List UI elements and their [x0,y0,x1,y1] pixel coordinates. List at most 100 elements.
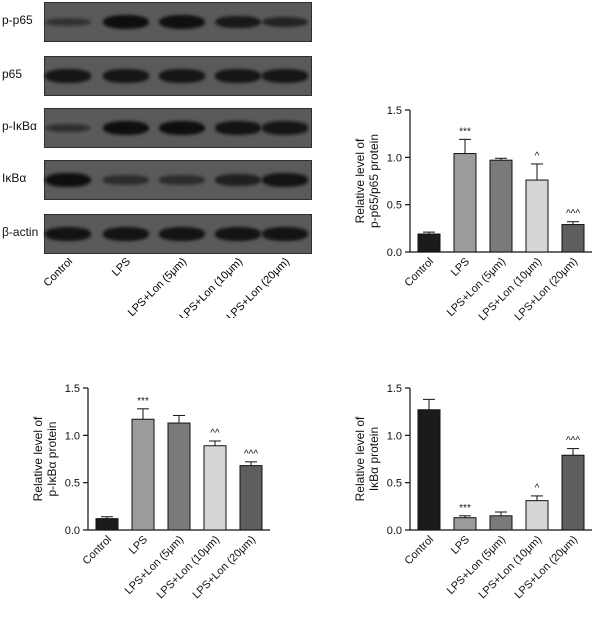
significance-label: ^^ [210,428,220,439]
blot-band [262,16,308,28]
blot-band [262,173,308,187]
significance-label: ^ [535,151,540,162]
blot-band [215,15,261,29]
bar [489,159,513,253]
significance-label: ^^^ [566,436,580,447]
y-axis-label: IκBα protein [367,427,381,491]
blot-band [103,175,149,185]
bar [525,500,549,531]
blot-strip [44,108,312,148]
y-tick-label: 0.5 [65,478,80,490]
blot-band [103,120,149,136]
y-tick-label: 0.0 [65,525,80,537]
blot-band [103,227,149,241]
bar [489,515,513,531]
x-tick-label: Control [403,256,437,290]
y-axis-label: p-p65/p65 protein [367,134,381,228]
x-tick-label: LPS+Lon (10μm) [476,256,544,324]
western-blot-panel: p-p65 p65 p-IκBα IκBα β-actin Control LPS LPS+… [0,0,320,318]
blot-row: p-IκBα [0,106,320,150]
blot-band [262,69,308,83]
y-axis-label: Relative level of [353,138,367,223]
significance-label: *** [137,396,149,407]
significance-label: ^^^ [244,449,258,460]
y-tick-label: 0.5 [387,478,402,490]
blot-row-label: p-p65 [2,13,33,27]
blot-band [103,69,149,83]
y-tick-label: 0.0 [387,247,402,259]
y-tick-label: 1.0 [387,152,402,164]
blot-band [215,227,261,241]
blot-lane-label: Control [42,258,76,289]
blot-band [215,121,261,135]
blot-band [215,174,261,186]
y-tick-label: 1.5 [387,383,402,395]
blot-row-label: β-actin [2,225,39,239]
blot-band [103,14,149,30]
blot-band [45,69,91,83]
blot-row-label: p65 [2,67,23,81]
blot-row-label: IκBα [2,171,27,185]
bar [95,518,119,531]
y-axis-label: Relative level of [353,416,367,501]
bar [561,454,585,531]
blot-band [159,175,205,185]
bar [561,224,585,253]
significance-label: ^^^ [566,209,580,220]
significance-label: *** [459,126,471,137]
blot-strip [44,56,312,96]
blot-row: IκBα [0,158,320,202]
bar [417,409,441,531]
x-tick-label: LPS+Lon (20μm) [512,256,580,324]
bar [203,445,227,531]
significance-label: ^ [535,483,540,494]
y-tick-label: 1.0 [65,430,80,442]
blot-band [45,227,91,241]
y-tick-label: 1.0 [387,430,402,442]
x-tick-label: LPS [127,534,150,557]
significance-label: *** [459,503,471,514]
bar [131,418,155,531]
x-tick-label: Control [81,534,115,568]
blot-band [215,69,261,83]
x-tick-label: LPS+Lon (10μm) [476,534,544,602]
blot-row: p-p65 [0,0,320,44]
y-tick-label: 1.5 [65,383,80,395]
chart-p-p65-ratio: 0.0 0.5 1.0 1.5 Relative level of p-p65/p65 p… [353,105,592,324]
y-axis-label: p-IκBα protein [45,422,59,497]
chart-p-ikba: 0.0 0.5 1.0 1.5 Relative level of p-IκBα prot… [31,383,270,602]
bar [167,422,191,531]
x-tick-label: Control [403,534,437,568]
blot-band [159,120,205,136]
blot-lane-label: LPS+Lon (5μm) [126,258,189,318]
blot-band [159,69,205,83]
blot-band [262,227,308,241]
blot-strip [44,160,312,200]
blot-band [45,17,91,27]
blot-band [159,14,205,30]
bar [453,153,477,253]
x-tick-label: LPS+Lon (10μm) [154,534,222,602]
blot-strip [44,2,312,42]
blot-row: p65 [0,54,320,98]
blot-row-label: p-IκBα [2,119,37,133]
bar [525,179,549,253]
x-tick-label: LPS+Lon (20μm) [512,534,580,602]
bar [239,465,263,531]
blot-lane-label: LPS [110,258,133,279]
bar [417,233,441,253]
x-tick-label: LPS [449,534,472,557]
chart-ikba: 0.0 0.5 1.0 1.5 Relative level of IκBα protei… [353,383,592,602]
blot-band [159,227,205,241]
y-tick-label: 0.5 [387,200,402,212]
y-tick-label: 1.5 [387,105,402,117]
blot-band [45,123,91,133]
bar [453,517,477,531]
y-axis-label: Relative level of [31,416,45,501]
blot-strip [44,214,312,254]
blot-row: β-actin [0,212,320,256]
blot-band [262,121,308,135]
x-tick-label: LPS+Lon (20μm) [190,534,258,602]
y-tick-label: 0.0 [387,525,402,537]
